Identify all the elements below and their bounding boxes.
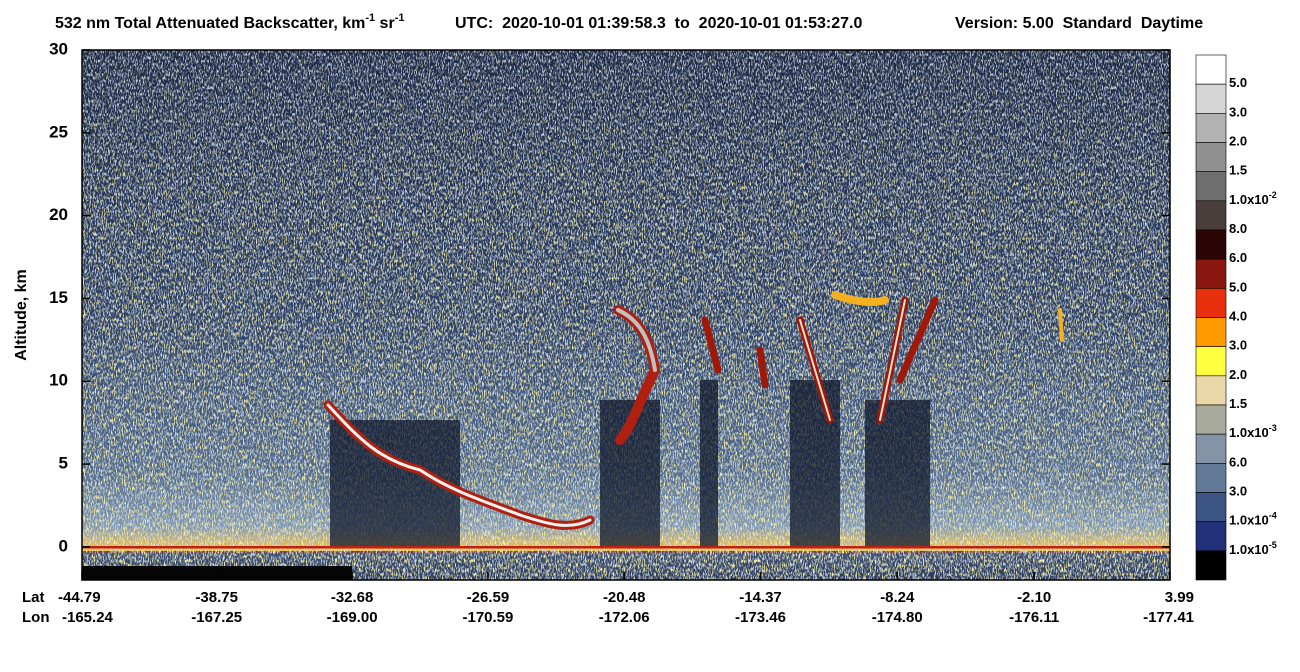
colorbar-label: 2.0 bbox=[1229, 134, 1247, 149]
colorbar-label-base: 4.0 bbox=[1229, 309, 1247, 324]
colorbar-label: 2.0 bbox=[1229, 367, 1247, 382]
colorbar-label-exp: -4 bbox=[1269, 511, 1277, 521]
cloud-features bbox=[323, 291, 1064, 530]
colorbar-swatch bbox=[1195, 171, 1227, 202]
colorbar-label-base: 1.0x10 bbox=[1229, 513, 1269, 528]
colorbar-label: 5.0 bbox=[1229, 76, 1247, 91]
colorbar-label: 4.0 bbox=[1229, 309, 1247, 324]
lon-tick-label: -169.00 bbox=[327, 609, 378, 626]
shadow-columns bbox=[330, 380, 930, 548]
lat-tick-label: -8.24 bbox=[880, 589, 915, 606]
colorbar-swatch bbox=[1195, 463, 1227, 493]
colorbar-label-base: 5.0 bbox=[1229, 280, 1247, 295]
lat-tick-label: -32.68 bbox=[331, 589, 374, 606]
colorbar-label-base: 1.0x10 bbox=[1229, 192, 1269, 207]
lat-tick-label: 3.99 bbox=[1165, 589, 1194, 606]
colorbar-label-exp: -5 bbox=[1269, 540, 1277, 550]
colorbar-swatch bbox=[1195, 258, 1227, 289]
chart-title: 532 nm Total Attenuated Backscatter, km-… bbox=[55, 12, 404, 32]
colorbar-swatch bbox=[1195, 229, 1227, 260]
colorbar-label-base: 1.5 bbox=[1229, 396, 1247, 411]
colorbar-label-base: 3.0 bbox=[1229, 484, 1247, 499]
colorbar-label-base: 3.0 bbox=[1229, 105, 1247, 120]
colorbar-label: 1.5 bbox=[1229, 163, 1247, 178]
colorbar-label-exp: -3 bbox=[1269, 424, 1277, 434]
colorbar-label: 1.5 bbox=[1229, 396, 1247, 411]
colorbar-label: 5.0 bbox=[1229, 280, 1247, 295]
title-exponent: -1 bbox=[365, 12, 375, 24]
lat-tick-label: -14.37 bbox=[739, 589, 782, 606]
colorbar-swatch bbox=[1195, 142, 1227, 172]
colorbar-label-base: 3.0 bbox=[1229, 338, 1247, 353]
surface-line bbox=[82, 546, 1170, 549]
lat-tick-label: -44.79 bbox=[58, 589, 101, 606]
colorbar-label-base: 6.0 bbox=[1229, 455, 1247, 470]
plot-image bbox=[82, 50, 1170, 580]
colorbar-label: 3.0 bbox=[1229, 338, 1247, 353]
colorbar-label: 1.0x10-4 bbox=[1229, 511, 1277, 528]
y-axis-label: Altitude, km bbox=[13, 269, 30, 361]
lon-row-label: Lon bbox=[22, 609, 50, 626]
colorbar-swatch bbox=[1195, 433, 1227, 464]
plot-frame bbox=[81, 49, 1171, 581]
colorbar-label: 1.0x10-2 bbox=[1229, 190, 1277, 207]
y-tick-label: 20 bbox=[49, 205, 68, 224]
lon-tick-label: -165.24 bbox=[62, 609, 114, 626]
colorbar-swatch bbox=[1195, 113, 1227, 143]
colorbar-label: 1.0x10-5 bbox=[1229, 540, 1277, 557]
colorbar-label-base: 2.0 bbox=[1229, 367, 1247, 382]
lon-tick-label: -174.80 bbox=[872, 609, 923, 626]
lon-tick-label: -177.41 bbox=[1143, 609, 1194, 626]
title-unit: sr bbox=[375, 15, 395, 32]
colorbar: 5.03.02.01.51.0x10-28.06.05.04.03.02.01.… bbox=[1195, 54, 1277, 581]
colorbar-label-base: 6.0 bbox=[1229, 251, 1247, 266]
title-version: Version: 5.00 Standard Daytime bbox=[955, 15, 1203, 32]
colorbar-swatch bbox=[1195, 404, 1227, 435]
lat-tick-label: -26.59 bbox=[467, 589, 510, 606]
title-utc: UTC: 2020-10-01 01:39:58.3 to 2020-10-01… bbox=[455, 15, 862, 32]
colorbar-label: 3.0 bbox=[1229, 484, 1247, 499]
lon-tick-label: -167.25 bbox=[191, 609, 242, 626]
y-tick-label: 10 bbox=[49, 371, 68, 390]
colorbar-swatch bbox=[1195, 375, 1227, 406]
colorbar-swatch bbox=[1195, 550, 1227, 581]
colorbar-swatch bbox=[1195, 346, 1227, 377]
colorbar-swatch bbox=[1195, 83, 1227, 114]
colorbar-label-base: 8.0 bbox=[1229, 221, 1247, 236]
colorbar-swatch bbox=[1195, 54, 1227, 85]
colorbar-swatch bbox=[1195, 288, 1227, 318]
colorbar-label-base: 1.0x10 bbox=[1229, 542, 1269, 557]
colorbar-swatch bbox=[1195, 317, 1227, 347]
colorbar-swatch bbox=[1195, 492, 1227, 522]
colorbar-label-base: 5.0 bbox=[1229, 76, 1247, 91]
lat-row-label: Lat bbox=[22, 589, 45, 606]
title-exponent: -1 bbox=[395, 12, 405, 24]
y-tick-label: 5 bbox=[59, 454, 68, 473]
colorbar-label: 3.0 bbox=[1229, 105, 1247, 120]
lat-tick-label: -2.10 bbox=[1017, 589, 1051, 606]
colorbar-label-base: 1.0x10 bbox=[1229, 426, 1269, 441]
lat-tick-label: -38.75 bbox=[195, 589, 238, 606]
colorbar-label: 6.0 bbox=[1229, 251, 1247, 266]
lat-tick-label: -20.48 bbox=[603, 589, 646, 606]
lon-tick-label: -172.06 bbox=[599, 609, 650, 626]
colorbar-label: 6.0 bbox=[1229, 455, 1247, 470]
colorbar-label-exp: -2 bbox=[1269, 190, 1277, 200]
colorbar-label: 8.0 bbox=[1229, 221, 1247, 236]
colorbar-label-base: 2.0 bbox=[1229, 134, 1247, 149]
lon-tick-label: -170.59 bbox=[462, 609, 513, 626]
colorbar-label-base: 1.5 bbox=[1229, 163, 1247, 178]
colorbar-swatch bbox=[1195, 521, 1227, 552]
y-tick-label: 0 bbox=[59, 536, 68, 555]
colorbar-label: 1.0x10-3 bbox=[1229, 424, 1277, 441]
y-tick-label: 25 bbox=[49, 122, 68, 141]
colorbar-swatch bbox=[1195, 200, 1227, 231]
y-tick-label: 30 bbox=[49, 39, 68, 58]
title-quantity: 532 nm Total Attenuated Backscatter, km bbox=[55, 15, 365, 32]
lon-tick-label: -173.46 bbox=[735, 609, 786, 626]
y-tick-label: 15 bbox=[49, 288, 68, 307]
lon-tick-label: -176.11 bbox=[1009, 609, 1059, 626]
